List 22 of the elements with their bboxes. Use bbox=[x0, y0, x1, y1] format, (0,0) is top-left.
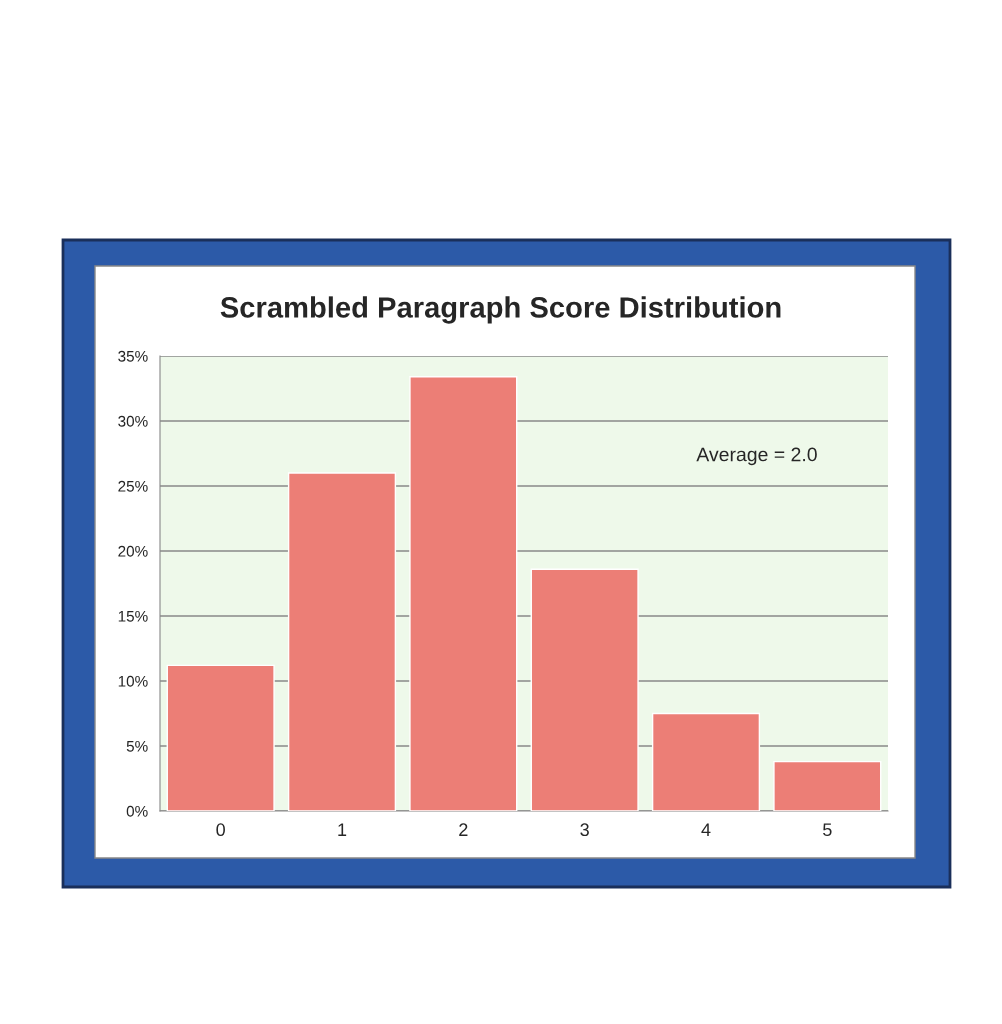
y-tick-label: 30% bbox=[118, 415, 148, 427]
y-tick-label: 0% bbox=[126, 805, 148, 817]
x-tick-label: 2 bbox=[459, 823, 468, 836]
x-tick-label: 0 bbox=[216, 823, 225, 837]
bar bbox=[287, 472, 397, 811]
bar bbox=[651, 712, 761, 811]
x-tick-label: 4 bbox=[701, 823, 711, 836]
x-tick-label: 3 bbox=[580, 823, 589, 837]
y-tick-label: 15% bbox=[118, 610, 148, 622]
y-tick-label: 20% bbox=[118, 545, 148, 557]
x-tick-label: 5 bbox=[823, 823, 832, 837]
y-tick-label: 10% bbox=[118, 675, 148, 687]
bar bbox=[773, 760, 882, 811]
bar bbox=[166, 664, 275, 811]
x-tick-label: 1 bbox=[338, 823, 347, 836]
bar bbox=[530, 568, 639, 811]
chart-title: Scrambled Paragraph Score Distribution bbox=[220, 296, 781, 324]
bar bbox=[409, 376, 518, 811]
y-tick-label: 35% bbox=[118, 350, 148, 362]
annotation: Average = 2.0 bbox=[696, 447, 817, 466]
y-tick-label: 25% bbox=[118, 480, 148, 492]
y-tick-label: 5% bbox=[126, 740, 148, 752]
